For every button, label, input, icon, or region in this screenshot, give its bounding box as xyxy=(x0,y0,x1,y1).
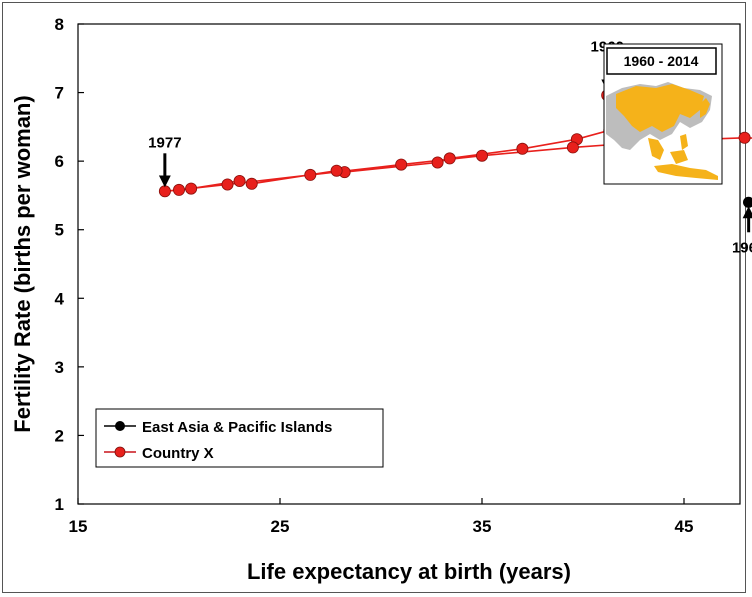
legend-box xyxy=(95,408,384,468)
legend-label-east-asia: East Asia & Pacific Islands xyxy=(142,419,332,436)
x-tick-label: 15 xyxy=(69,517,88,536)
data-point-country-x xyxy=(475,149,488,162)
philippines-highlight xyxy=(680,134,688,150)
data-point-country-x xyxy=(221,178,234,191)
data-point-country-x xyxy=(395,158,408,171)
data-point-country-x xyxy=(158,185,171,198)
x-tick-label: 45 xyxy=(675,517,694,536)
annotation-label: 1977 xyxy=(148,134,181,151)
data-point-country-x xyxy=(185,182,198,195)
data-point-country-x xyxy=(172,183,185,196)
data-point-country-x xyxy=(330,164,343,177)
y-tick-label: 2 xyxy=(55,426,64,445)
y-tick-label: 6 xyxy=(55,152,64,171)
y-tick-label: 3 xyxy=(55,358,64,377)
y-axis: 1 2 3 4 5 6 7 8 xyxy=(55,15,84,514)
x-tick-label: 35 xyxy=(473,517,492,536)
data-point-east-asia xyxy=(743,196,752,208)
annotation-1960: 1960 xyxy=(732,206,752,256)
series-line-country-x xyxy=(164,94,752,193)
data-point-country-x xyxy=(738,131,751,144)
annotation-label: 1960 xyxy=(732,239,752,256)
data-point-country-x xyxy=(431,156,444,169)
legend: East Asia & Pacific Islands Country X xyxy=(95,408,384,468)
inset-title-box xyxy=(606,47,717,75)
chart-frame xyxy=(2,2,746,593)
annotation-1977: 1977 xyxy=(148,134,182,188)
data-point-country-x xyxy=(443,152,456,165)
inset-title: 1960 - 2014 xyxy=(624,53,699,69)
indonesia-highlight xyxy=(654,164,718,180)
y-axis-title: Fertility Rate (births per woman) xyxy=(10,95,35,432)
data-point-country-x xyxy=(245,177,258,190)
data-point-country-x xyxy=(304,168,317,181)
y-tick-label: 8 xyxy=(55,15,64,34)
y-tick-label: 7 xyxy=(55,84,64,103)
legend-marker-east-asia xyxy=(115,421,125,431)
plot-area xyxy=(77,23,741,505)
borneo-highlight xyxy=(670,150,688,164)
x-tick-label: 25 xyxy=(271,517,290,536)
y-tick-label: 4 xyxy=(55,289,65,308)
east-asia-region-highlight xyxy=(616,84,704,132)
x-axis: 15253545556575 xyxy=(69,498,694,536)
inset-map: 1960 - 2014 xyxy=(603,43,723,185)
y-tick-label: 1 xyxy=(55,495,64,514)
japan-highlight xyxy=(700,98,710,118)
data-point-country-x xyxy=(516,142,529,155)
x-axis-title: Life expectancy at birth (years) xyxy=(247,559,571,584)
southeast-asia-highlight xyxy=(648,138,664,160)
y-tick-label: 5 xyxy=(55,221,64,240)
legend-label-country-x: Country X xyxy=(142,445,214,462)
data-point-country-x xyxy=(233,174,246,187)
data-point-country-x xyxy=(566,141,579,154)
legend-marker-country-x xyxy=(114,446,126,458)
